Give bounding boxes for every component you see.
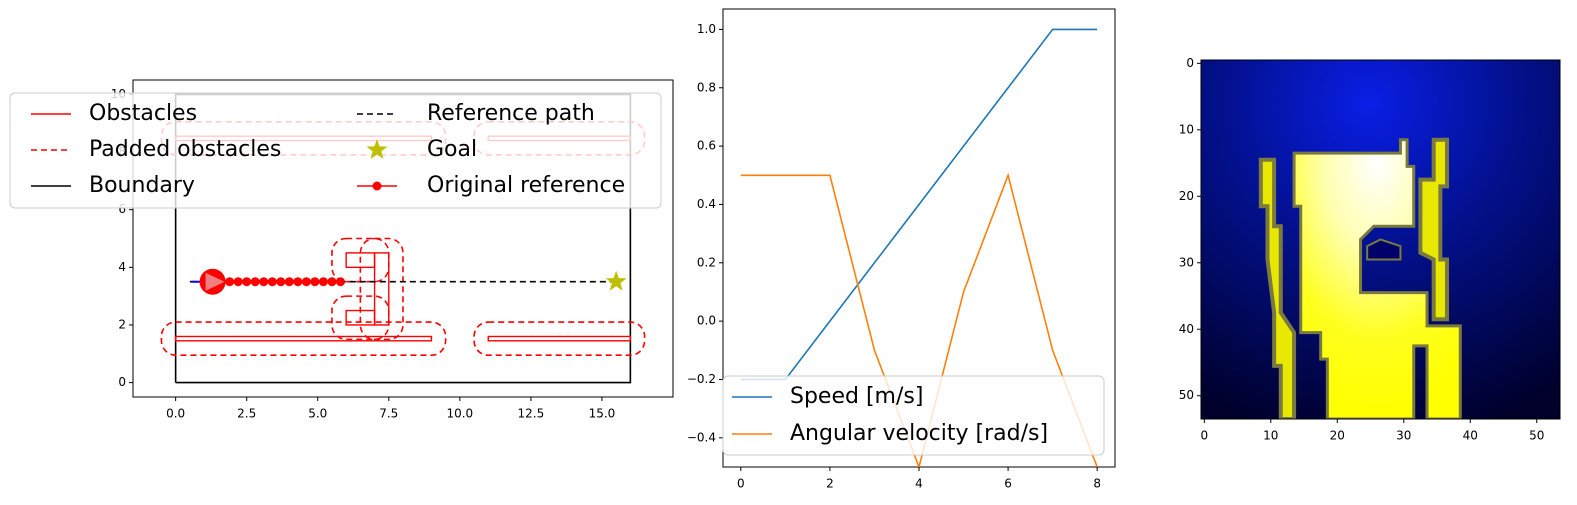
- heatmap-xtick-label: 50: [1529, 429, 1544, 443]
- map-xtick-label: 10.0: [446, 407, 473, 421]
- original-reference-point: [250, 277, 260, 287]
- controls-ytick-label: −0.2: [687, 372, 716, 386]
- controls-ytick-label: 1.0: [697, 22, 716, 36]
- heatmap-xtick-label: 20: [1330, 429, 1345, 443]
- padded-obstacle: [331, 295, 390, 341]
- original-reference-point: [327, 277, 337, 287]
- obstacle: [373, 252, 390, 326]
- heatmap-axes-frame: [1200, 59, 1561, 420]
- controls-xtick-label: 6: [1004, 477, 1012, 491]
- heatmap-xtick-label: 30: [1396, 429, 1411, 443]
- obstacle: [174, 335, 433, 342]
- heatmap-plot: 0 10 20 30 40 50 0 10 20 30 40 50: [1179, 56, 1561, 443]
- map-xtick-label: 12.5: [518, 407, 545, 421]
- heatmap-image: [1201, 60, 1560, 419]
- padded-obstacle: [473, 321, 646, 357]
- heatmap-ytick-label: 20: [1179, 189, 1194, 203]
- heatmap-ytick-label: 40: [1179, 322, 1194, 336]
- left-wall: [1258, 157, 1297, 419]
- heatmap-ytick-label: 10: [1179, 122, 1194, 136]
- heatmap-xtick-label: 10: [1263, 429, 1278, 443]
- controls-xtick-label: 8: [1093, 477, 1101, 491]
- map-ytick-label: 4: [118, 260, 126, 274]
- original-reference-point: [276, 277, 286, 287]
- original-reference-point: [267, 277, 277, 287]
- legend-label: Speed [m/s]: [790, 384, 923, 409]
- legend-label: Angular velocity [rad/s]: [790, 421, 1048, 446]
- free-region: [1292, 138, 1462, 419]
- original-reference-point: [284, 277, 294, 287]
- padded-obstacle: [359, 237, 404, 341]
- map-xtick-label: 0.0: [166, 407, 185, 421]
- original-reference-point: [335, 277, 345, 287]
- series-line: [740, 172, 1098, 467]
- original-reference-point: [225, 277, 235, 287]
- controls-ytick-label: 0.6: [697, 139, 716, 153]
- padded-obstacle: [160, 321, 447, 357]
- controls-ytick-label: 0.0: [697, 314, 716, 328]
- map-ytick-label: 0: [118, 375, 126, 389]
- controls-ytick-label: 0.4: [697, 197, 716, 211]
- goal-star: [605, 270, 627, 291]
- legend-handle-goal: [366, 139, 388, 159]
- original-reference-point: [301, 277, 311, 287]
- map-ytick-label: 6: [118, 202, 126, 216]
- controls-ytick-label: 0.8: [697, 80, 716, 94]
- controls-xtick-label: 2: [826, 477, 834, 491]
- map-xtick-label: 7.5: [379, 407, 398, 421]
- original-reference-point: [242, 277, 252, 287]
- original-reference-point: [259, 277, 269, 287]
- controls-xtick-label: 4: [915, 477, 923, 491]
- obstacle: [487, 335, 632, 342]
- controls-marks: [740, 28, 1098, 467]
- heatmap-ytick-label: 30: [1179, 255, 1194, 269]
- legend-label: Reference path: [427, 101, 595, 126]
- controls-xtick-label: 0: [737, 477, 745, 491]
- legend-label: Boundary: [89, 173, 195, 198]
- heatmap-ytick-label: 50: [1179, 388, 1194, 402]
- map-ticks: 0.02.55.07.510.012.515.00246810: [111, 87, 616, 421]
- controls-legend-frame: [722, 375, 1105, 456]
- right-wall: [1418, 137, 1449, 322]
- controls-ytick-label: 0.2: [697, 255, 716, 269]
- heatmap-xtick-label: 0: [1201, 429, 1209, 443]
- controls-ticks: 0 2 4 6 8 −0.4 −0.2 0.0 0.2 0.4 0.6 0.8 1.0: [687, 22, 1101, 491]
- dark-block: [1366, 238, 1402, 261]
- heatmap-ytick-label: 0: [1186, 56, 1194, 70]
- map-ytick-label: 2: [118, 317, 126, 331]
- heatmap-ticks: 0 10 20 30 40 50 0 10 20 30 40 50: [1179, 56, 1545, 443]
- controls-ytick-label: −0.4: [687, 430, 716, 444]
- controls-legend: Speed [m/s] Angular velocity [rad/s]: [722, 375, 1105, 456]
- map-xtick-label: 2.5: [237, 407, 256, 421]
- original-reference-point: [293, 277, 303, 287]
- map-xtick-label: 15.0: [589, 407, 616, 421]
- original-reference-point: [318, 277, 328, 287]
- map-legend: Obstacles Padded obstacles Boundary Referen…: [9, 92, 662, 209]
- map-xtick-label: 5.0: [308, 407, 327, 421]
- legend-label: Goal: [427, 137, 477, 162]
- legend-handle-original-dot: [372, 181, 382, 191]
- robot-heading-arrow: [205, 272, 225, 291]
- heatmap-xtick-label: 40: [1463, 429, 1478, 443]
- legend-label: Obstacles: [89, 101, 197, 126]
- original-reference-point: [233, 277, 243, 287]
- map-legend-frame: [9, 92, 662, 209]
- legend-label: Padded obstacles: [89, 137, 281, 162]
- series-line: [740, 28, 1098, 381]
- legend-label: Original reference: [427, 173, 625, 198]
- original-reference-point: [310, 277, 320, 287]
